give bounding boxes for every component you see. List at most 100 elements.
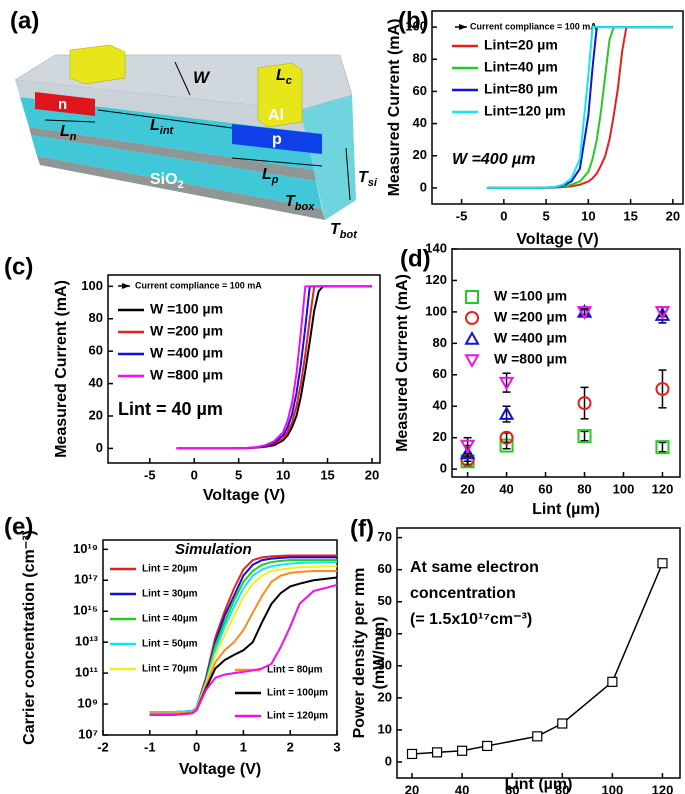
label-main: L xyxy=(276,67,286,84)
legend-label: Lint=40 µm xyxy=(484,59,558,75)
label-main: T xyxy=(330,221,341,238)
x-tick-label: 0 xyxy=(191,467,198,482)
x-tick-label: -5 xyxy=(144,467,156,482)
dim-line xyxy=(44,119,96,123)
diagram-label: p xyxy=(272,131,282,148)
y-tick-label: 0 xyxy=(440,461,447,476)
y-tick-label: 100 xyxy=(405,19,427,34)
y-axis-label: Measured Current (mA) xyxy=(386,19,403,197)
panel-label: (a) xyxy=(10,7,39,34)
plot-frame xyxy=(431,10,684,205)
diagram-label: Tsi xyxy=(358,169,378,189)
x-tick-label: 0 xyxy=(500,208,507,223)
diagram-label: Lc xyxy=(276,67,292,87)
y-tick-label: 10¹⁹ xyxy=(73,541,98,556)
y-tick-label: 10¹⁵ xyxy=(73,603,98,618)
marker xyxy=(457,745,468,756)
legend-label: Lint = 80µm xyxy=(267,665,323,676)
legend-label: W =100 µm xyxy=(494,288,567,304)
side-face xyxy=(300,95,356,220)
y-tick-label: 10¹³ xyxy=(75,634,99,649)
annotation: At same electron xyxy=(410,559,539,576)
y-tick-label: 60 xyxy=(89,343,103,358)
x-axis-label: Lint (µm) xyxy=(532,501,600,518)
y-tick-label: 0 xyxy=(420,179,427,194)
x-tick-label: -2 xyxy=(97,739,109,754)
legend-label: Lint=20 µm xyxy=(484,37,558,53)
layer-bot xyxy=(37,156,325,220)
y-tick-label: 100 xyxy=(81,278,103,293)
y-tick-label: 120 xyxy=(425,272,447,287)
layer-sio2 xyxy=(31,135,322,209)
left-contact xyxy=(69,44,126,85)
diagram-label: Tbox xyxy=(285,193,315,213)
y-tick-label: 20 xyxy=(413,147,427,162)
annotation: Current compliance = 100 mA xyxy=(135,280,262,290)
device-diagram: (a) xyxy=(10,7,356,220)
legend-label: Lint = 50µm xyxy=(142,639,198,650)
panel-label: (c) xyxy=(4,253,33,280)
legend-marker xyxy=(465,290,479,304)
x-tick-label: 120 xyxy=(652,782,674,794)
x-tick-label: 3 xyxy=(333,739,340,754)
x-tick-label: 10 xyxy=(581,208,595,223)
y-tick-label: 20 xyxy=(89,407,103,422)
x-axis-label: Voltage (V) xyxy=(203,487,285,504)
x-tick-label: 60 xyxy=(538,481,552,496)
x-tick-label: 5 xyxy=(542,208,549,223)
x-axis-label: Voltage (V) xyxy=(516,231,598,248)
layer-si-top xyxy=(15,80,305,132)
y-tick-label: 0 xyxy=(385,753,392,768)
annotation: Simulation xyxy=(175,541,252,558)
diagram-label: W xyxy=(193,68,211,87)
y-tick-label: 10 xyxy=(378,721,392,736)
y-axis-label: (mW/mm) xyxy=(371,617,388,690)
marker xyxy=(557,718,568,729)
panel-label: (e) xyxy=(4,513,33,540)
marker xyxy=(499,430,514,445)
label-main: p xyxy=(272,131,282,148)
legend-marker xyxy=(464,354,480,369)
dim-line xyxy=(231,157,323,167)
plot-frame xyxy=(396,527,681,779)
dim-line xyxy=(97,109,233,129)
legend-label: W =200 µm xyxy=(494,309,567,325)
marker xyxy=(498,376,515,391)
x-tick-label: 20 xyxy=(405,782,419,794)
diagram-label: Al xyxy=(268,107,284,124)
y-tick-label: 40 xyxy=(413,115,427,130)
marker xyxy=(655,440,670,455)
x-tick-label: 100 xyxy=(613,481,635,496)
legend-label: W =400 µm xyxy=(150,345,223,361)
legend-label: W =100 µm xyxy=(150,301,223,317)
marker xyxy=(431,747,443,758)
marker xyxy=(576,306,593,320)
legend-marker xyxy=(464,330,480,345)
marker xyxy=(406,748,418,760)
marker xyxy=(532,731,543,742)
diagram-label: Tbot xyxy=(330,221,358,241)
marker xyxy=(577,429,592,444)
line xyxy=(486,26,673,189)
panel-label: (d) xyxy=(400,245,431,272)
label-sub: 2 xyxy=(178,179,184,191)
x-axis-label: Lint (µm) xyxy=(505,776,573,793)
x-tick-label: 120 xyxy=(652,481,674,496)
x-tick-label: 40 xyxy=(499,481,513,496)
diagram-label: Lint xyxy=(150,117,175,137)
y-tick-label: 40 xyxy=(433,398,447,413)
n-region xyxy=(35,92,95,116)
y-tick-label: 50 xyxy=(378,593,392,608)
x-tick-label: 2 xyxy=(287,739,294,754)
annotation: Lint = 40 µm xyxy=(118,399,223,419)
legend-label: Lint=120 µm xyxy=(484,103,566,119)
y-tick-label: 70 xyxy=(378,529,392,544)
y-tick-label: 60 xyxy=(433,366,447,381)
y-axis-label: Power density per mm xyxy=(351,568,368,739)
diagram-label: SiO2 xyxy=(150,171,184,191)
legend-label: W =200 µm xyxy=(150,323,223,339)
x-tick-label: 60 xyxy=(505,782,519,794)
label-sub: int xyxy=(160,125,175,137)
x-tick-label: 20 xyxy=(460,481,474,496)
